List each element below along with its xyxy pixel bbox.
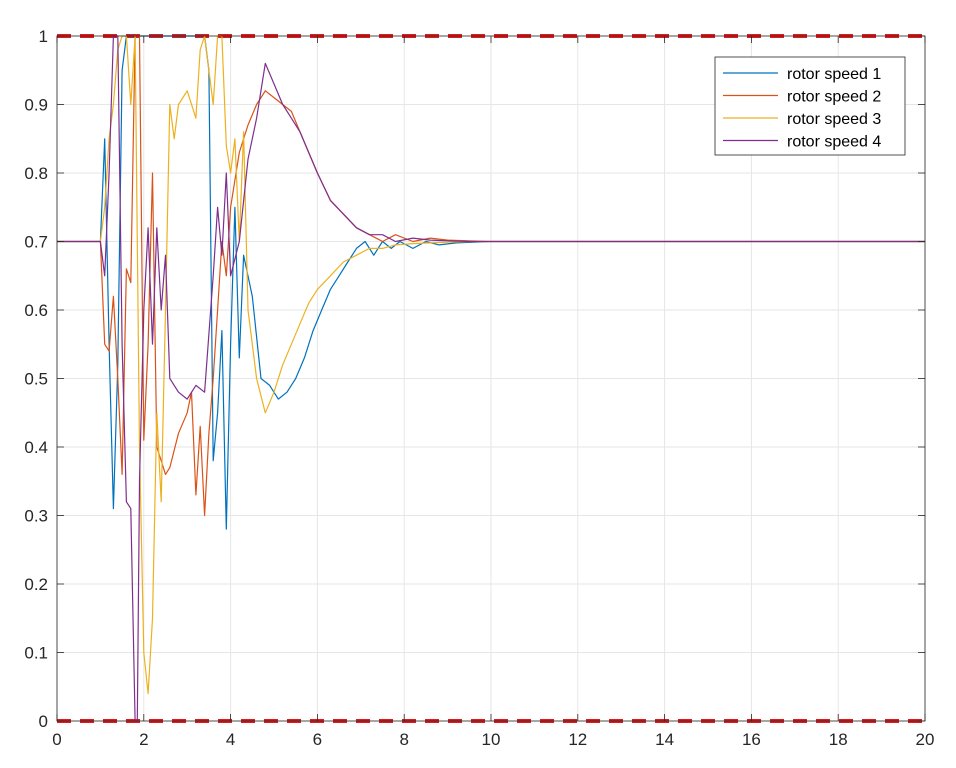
x-axis-ticks: 0 2 4 6 8 10 12 14 16 18 20 [52, 36, 934, 749]
x-tick-label: 14 [655, 730, 674, 749]
x-tick-label: 0 [52, 730, 61, 749]
x-tick-label: 4 [226, 730, 235, 749]
y-tick-label: 0.8 [24, 164, 48, 183]
y-tick-label: 0.6 [24, 301, 48, 320]
y-tick-label: 0.2 [24, 575, 48, 594]
x-tick-label: 16 [742, 730, 761, 749]
legend-label: rotor speed 1 [787, 66, 881, 83]
y-tick-label: 0.7 [24, 233, 48, 252]
x-tick-label: 12 [568, 730, 587, 749]
y-axis-ticks: 0 0.1 0.2 0.3 0.4 0.5 0.6 0.7 0.8 0.9 1 [24, 27, 925, 731]
y-tick-label: 0.1 [24, 644, 48, 663]
series-line-4 [57, 35, 925, 722]
legend: rotor speed 1 rotor speed 2 rotor speed 3 r… [714, 56, 906, 156]
x-tick-label: 2 [139, 730, 148, 749]
x-tick-label: 18 [829, 730, 848, 749]
y-tick-label: 0.9 [24, 96, 48, 115]
x-tick-label: 20 [916, 730, 935, 749]
y-tick-label: 0 [39, 712, 48, 731]
x-tick-label: 6 [313, 730, 322, 749]
legend-label: rotor speed 4 [787, 134, 881, 151]
y-tick-label: 0.4 [24, 438, 48, 457]
x-tick-label: 8 [399, 730, 408, 749]
x-tick-label: 10 [482, 730, 501, 749]
series-line-3 [57, 35, 925, 695]
legend-label: rotor speed 3 [787, 111, 881, 128]
y-tick-label: 0.5 [24, 370, 48, 389]
y-tick-label: 1 [39, 27, 48, 46]
legend-label: rotor speed 2 [787, 89, 881, 106]
y-tick-label: 0.3 [24, 507, 48, 526]
